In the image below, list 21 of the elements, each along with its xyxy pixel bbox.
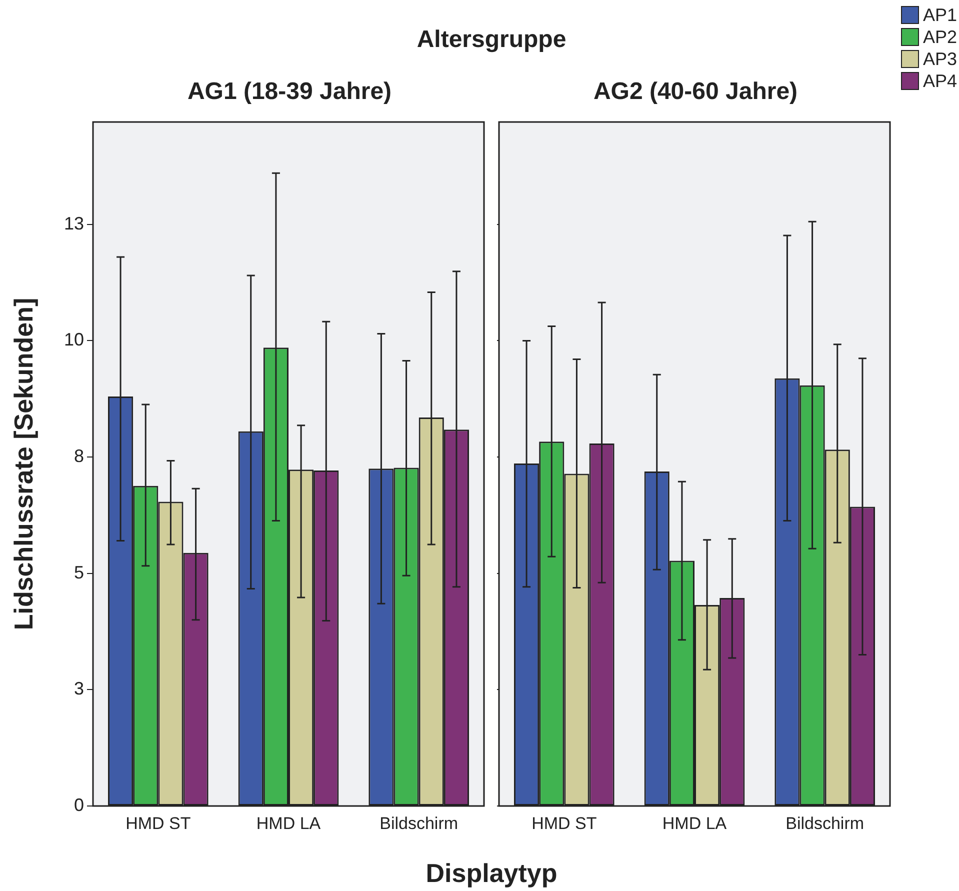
y-tick-label: 13 — [64, 213, 84, 234]
legend-label: AP2 — [922, 26, 957, 48]
x-tick-label: Bildschirm — [380, 814, 458, 833]
x-tick-label: HMD ST — [126, 814, 191, 833]
legend-label: AP1 — [922, 4, 957, 26]
chart-title: AG2 (40-60 Jahre) — [593, 78, 798, 106]
x-tick-label: HMD LA — [662, 814, 728, 833]
chart-title: AG1 (18-39 Jahre) — [187, 78, 392, 106]
y-tick-label: 5 — [74, 562, 84, 582]
y-axis-title: Lidschlussrate [Sekunden] — [8, 298, 40, 630]
x-tick-label: Bildschirm — [786, 814, 864, 833]
legend-label: AP3 — [922, 48, 957, 70]
y-tick-label: 0 — [74, 794, 84, 815]
x-axis-title: Displaytyp — [426, 858, 558, 889]
y-tick-label: 10 — [64, 330, 84, 350]
y-tick-label: 8 — [74, 446, 84, 466]
text: Altersgruppe — [416, 26, 566, 54]
x-tick-label: HMD LA — [256, 814, 322, 833]
legend-label: AP4 — [922, 70, 957, 92]
x-tick-label: HMD ST — [532, 814, 597, 833]
y-tick-label: 3 — [74, 678, 84, 699]
